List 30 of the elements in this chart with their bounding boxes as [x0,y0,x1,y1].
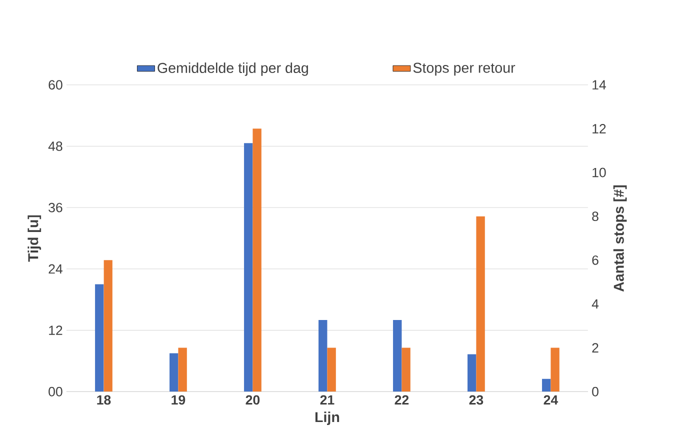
y-axis-title: Tijd [u] [28,215,42,262]
bar [550,348,560,392]
legend-label: Gemiddelde tijd per dag [158,62,308,76]
bar [468,354,476,392]
y2-tick-label: 8 [592,212,598,222]
x-tick-label: 20 [246,395,260,405]
y2-tick-label: 12 [592,124,606,134]
y-tick-label: 60 [48,80,62,90]
y-tick-label: 48 [48,142,62,151]
y2-tick-label: 6 [592,256,598,265]
bar [542,378,551,392]
y2-tick-label: 2 [592,343,598,352]
y2-axis-title: Aantal stops [#] [613,185,627,292]
x-tick-label: 22 [394,395,409,405]
x-tick-label: 23 [469,395,484,405]
y-tick-label: 12 [49,326,62,335]
y2-tick-label: 0 [592,386,598,396]
y-tick-label: 36 [48,202,62,212]
y2-tick-label: 4 [592,299,599,309]
y-tick-label: 00 [48,386,62,396]
y-tick-label: 24 [48,264,62,274]
x-tick-label: 21 [320,395,334,405]
y2-tick-label: 10 [592,168,606,178]
x-axis-title: Lijn [315,412,340,426]
bar [476,216,485,392]
x-tick-label: 19 [172,395,186,405]
x-tick-label: 18 [97,395,111,405]
legend-label: Stops per retour [413,62,516,76]
x-tick-label: 24 [544,395,558,405]
y2-tick-label: 14 [592,80,606,90]
